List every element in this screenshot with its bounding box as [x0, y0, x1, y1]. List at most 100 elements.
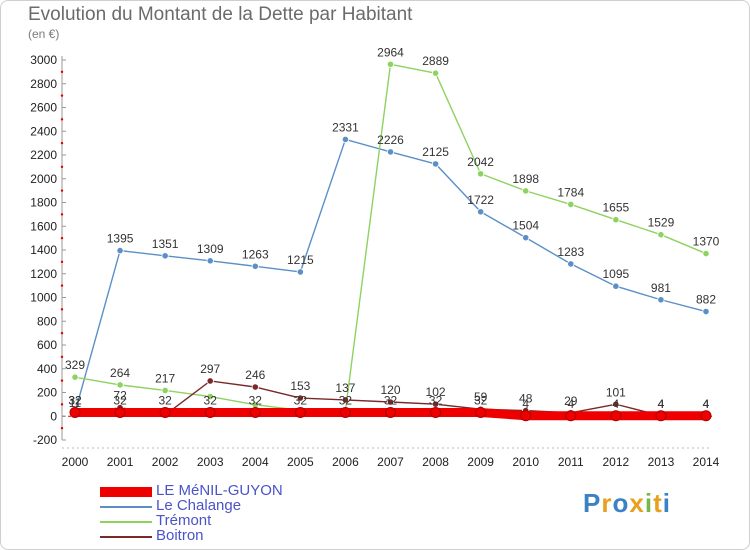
data-point — [161, 252, 169, 260]
data-point — [386, 398, 395, 406]
x-tick-label: 2007 — [377, 455, 404, 469]
y-tick-label: 1000 — [30, 291, 57, 305]
data-label: 2889 — [422, 54, 449, 68]
data-point — [385, 406, 396, 418]
proxiti-logo[interactable]: Proxiti — [583, 488, 671, 518]
y-minor-mark — [60, 94, 64, 97]
data-label: 32 — [68, 393, 82, 407]
data-label: 1351 — [152, 237, 179, 251]
data-point — [567, 260, 575, 268]
data-label: 32 — [113, 393, 127, 407]
x-tick-label: 2004 — [242, 455, 269, 469]
data-label: 297 — [200, 362, 220, 376]
data-label: 2125 — [422, 145, 449, 159]
data-point — [657, 231, 665, 239]
legend-label: Trémont — [156, 512, 212, 529]
y-tick-label: 1800 — [30, 196, 57, 210]
data-point — [702, 307, 710, 316]
x-tick-label: 2000 — [62, 455, 89, 469]
y-minor-mark — [60, 260, 64, 264]
data-label: 4 — [658, 397, 665, 411]
x-tick-label: 2006 — [332, 455, 359, 469]
data-label: 137 — [335, 381, 355, 395]
y-minor-mark — [60, 213, 64, 216]
x-tick-label: 2009 — [467, 455, 494, 469]
data-point — [477, 208, 485, 216]
data-label: 59 — [474, 390, 488, 404]
y-minor-mark — [60, 379, 64, 382]
y-tick-label: 800 — [37, 314, 57, 328]
data-label: 1370 — [693, 235, 720, 249]
y-tick-label: 2400 — [30, 124, 57, 138]
x-tick-label: 2002 — [152, 455, 179, 469]
data-label: 153 — [290, 379, 310, 393]
chart-unit: (en €) — [28, 27, 60, 41]
data-label: 882 — [696, 293, 716, 307]
data-label: 1309 — [197, 242, 224, 256]
y-minor-mark — [60, 331, 64, 335]
y-minor-mark — [60, 355, 64, 359]
data-label: 102 — [426, 385, 446, 399]
data-point — [431, 160, 440, 168]
y-tick-label: 2000 — [30, 172, 57, 186]
y-minor-mark — [60, 426, 64, 430]
data-label: 2964 — [377, 45, 404, 59]
y-minor-mark — [60, 236, 64, 240]
series-layer — [69, 60, 712, 422]
y-tick-label: 200 — [37, 386, 57, 400]
data-label: 1395 — [107, 232, 134, 246]
data-label: 1283 — [557, 245, 584, 259]
data-label: 2226 — [377, 133, 404, 147]
data-label: 32 — [68, 393, 82, 407]
y-minor-mark — [60, 189, 64, 192]
y-minor-mark — [60, 141, 64, 145]
chart-title: Evolution du Montant de la Dette par Hab… — [28, 4, 413, 25]
data-point — [296, 268, 304, 276]
y-tick-label: 0 — [50, 409, 57, 423]
data-point — [657, 296, 665, 304]
data-label: 32 — [294, 393, 308, 407]
data-label: 329 — [65, 358, 85, 372]
data-point — [116, 246, 124, 255]
x-tick-label: 2014 — [693, 455, 720, 469]
y-tick-label: 600 — [37, 338, 57, 352]
data-point — [475, 406, 487, 418]
data-point — [477, 170, 485, 178]
data-point — [612, 282, 620, 290]
legend-label: LE MéNIL-GUYON — [156, 482, 283, 499]
data-label: 246 — [245, 368, 265, 382]
data-point — [341, 135, 350, 144]
data-label: 4 — [703, 397, 710, 411]
data-point — [430, 406, 442, 418]
data-label: 1529 — [648, 216, 675, 230]
data-label: 32 — [158, 393, 172, 407]
data-point — [206, 257, 214, 265]
data-label: 2042 — [467, 155, 494, 169]
data-point — [206, 392, 214, 401]
data-label: 32 — [429, 393, 443, 407]
data-point — [114, 406, 126, 418]
legend-swatch — [100, 536, 152, 538]
data-point — [251, 262, 259, 270]
x-tick-label: 2003 — [197, 455, 224, 469]
legend-swatch — [100, 506, 152, 508]
axes: -200 0 200 400 600 800 1000 1200 1400 1600 1800 200… — [30, 53, 719, 469]
y-minor-mark — [60, 308, 64, 311]
y-tick-label: 400 — [37, 362, 57, 376]
data-point — [294, 406, 306, 418]
data-label: 4 — [613, 397, 620, 411]
data-point — [339, 406, 351, 418]
data-label: 1784 — [557, 185, 584, 199]
data-label: 4 — [703, 397, 710, 411]
data-label: 1655 — [603, 201, 630, 215]
data-label: 4 — [567, 397, 574, 411]
data-label: 1504 — [512, 219, 539, 233]
data-point — [522, 187, 530, 195]
data-label: 32 — [474, 393, 488, 407]
data-point — [610, 410, 622, 422]
data-point — [386, 60, 395, 68]
data-label: 32 — [204, 393, 218, 407]
x-tick-label: 2008 — [422, 455, 449, 469]
x-tick-label: 2001 — [107, 455, 134, 469]
